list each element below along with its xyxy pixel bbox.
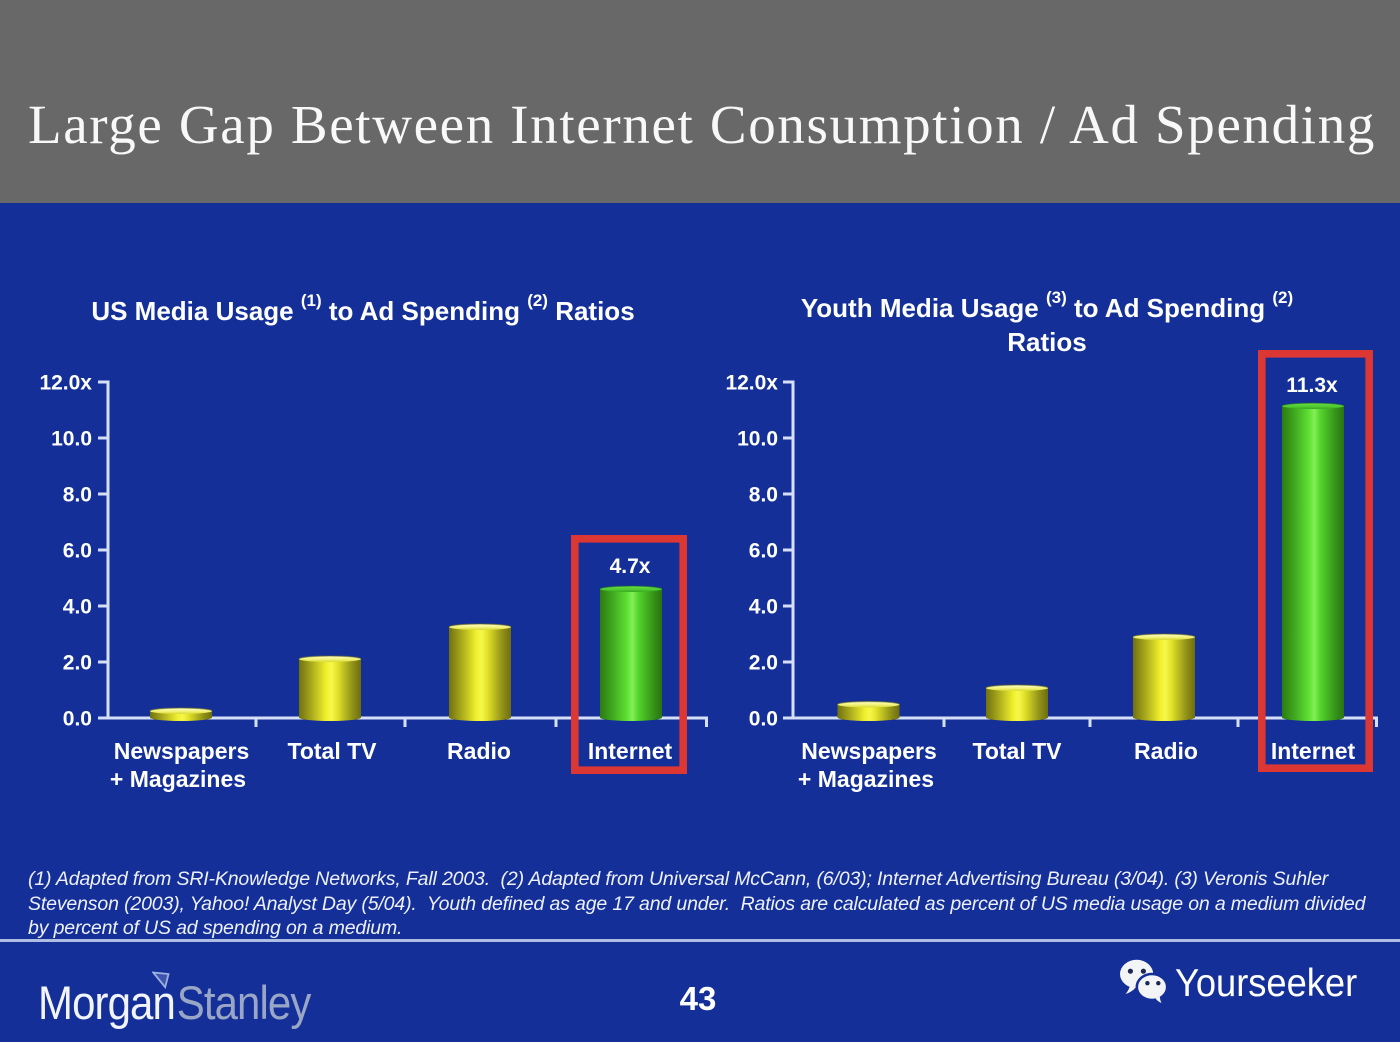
svg-text:Total TV: Total TV bbox=[287, 738, 377, 764]
svg-text:12.0x: 12.0x bbox=[39, 372, 92, 395]
svg-text:10.0: 10.0 bbox=[51, 428, 92, 451]
svg-text:2.0: 2.0 bbox=[749, 652, 778, 675]
svg-text:4.0: 4.0 bbox=[749, 596, 778, 619]
svg-text:12.0x: 12.0x bbox=[725, 372, 778, 395]
svg-text:11.3x: 11.3x bbox=[1286, 374, 1338, 397]
svg-text:0.0: 0.0 bbox=[749, 708, 778, 731]
svg-text:4.0: 4.0 bbox=[63, 596, 92, 619]
svg-text:+ Magazines: + Magazines bbox=[798, 766, 934, 792]
svg-text:Newspapers: Newspapers bbox=[114, 738, 250, 764]
svg-text:Radio: Radio bbox=[447, 738, 511, 764]
svg-text:0.0: 0.0 bbox=[63, 708, 92, 731]
svg-text:Newspapers: Newspapers bbox=[801, 738, 937, 764]
svg-text:8.0: 8.0 bbox=[63, 484, 92, 507]
svg-text:+ Magazines: + Magazines bbox=[110, 766, 246, 792]
svg-text:6.0: 6.0 bbox=[749, 540, 778, 563]
svg-text:2.0: 2.0 bbox=[63, 652, 92, 675]
svg-text:10.0: 10.0 bbox=[737, 428, 778, 451]
svg-text:Internet: Internet bbox=[588, 738, 673, 764]
svg-text:8.0: 8.0 bbox=[749, 484, 778, 507]
svg-text:Total TV: Total TV bbox=[972, 738, 1062, 764]
svg-text:US Media Usage (1) to Ad Spend: US Media Usage (1) to Ad Spending (2) Ra… bbox=[91, 291, 634, 326]
svg-text:Youth Media Usage (3) to Ad Sp: Youth Media Usage (3) to Ad Spending (2) bbox=[801, 288, 1293, 323]
svg-text:4.7x: 4.7x bbox=[610, 555, 651, 578]
svg-text:Internet: Internet bbox=[1271, 738, 1356, 764]
svg-text:Ratios: Ratios bbox=[1007, 327, 1086, 357]
svg-text:Radio: Radio bbox=[1134, 738, 1198, 764]
svg-text:6.0: 6.0 bbox=[63, 540, 92, 563]
